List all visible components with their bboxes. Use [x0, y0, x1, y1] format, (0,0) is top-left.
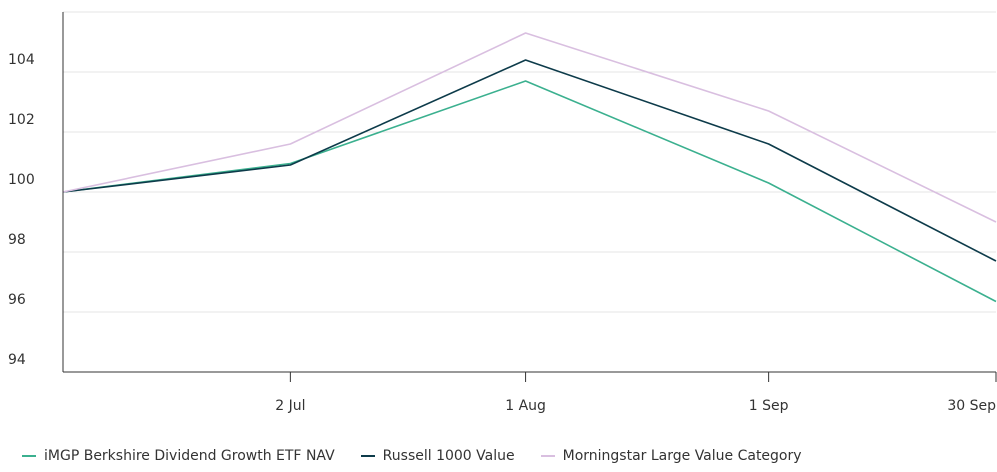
legend-swatch-morningstar-large-value — [540, 455, 555, 457]
axes — [62, 12, 996, 373]
y-axis-tick-labels: 94 96 98 100 102 104 — [8, 52, 35, 368]
y-tick-label-98: 98 — [8, 232, 26, 248]
y-tick-label-94: 94 — [8, 352, 26, 368]
x-tick-label-1: 1 Aug — [505, 398, 546, 414]
x-tick-label-3: 30 Sep — [947, 398, 996, 414]
legend-label-morningstar-large-value: Morningstar Large Value Category — [562, 448, 802, 464]
y-tick-label-102: 102 — [8, 112, 35, 128]
series-line-1[interactable] — [62, 59, 997, 262]
y-tick-label-96: 96 — [8, 292, 26, 308]
legend-swatch-russell-1000-value — [360, 455, 375, 457]
x-tick-label-0: 2 Jul — [275, 398, 305, 414]
legend-item-imgp-nav[interactable]: iMGP Berkshire Dividend Growth ETF NAV — [22, 448, 335, 464]
legend-item-russell-1000-value[interactable]: Russell 1000 Value — [360, 448, 515, 464]
chart-canvas: 94 96 98 100 102 104 2 Jul 1 Aug 1 Sep 30 Sep — [8, 11, 997, 414]
x-axis-ticks: 2 Jul 1 Aug 1 Sep 30 Sep — [275, 372, 997, 414]
legend-swatch-imgp-nav — [22, 455, 36, 457]
chart-legend: iMGP Berkshire Dividend Growth ETF NAV R… — [22, 448, 802, 464]
series-line-0[interactable] — [62, 80, 997, 303]
y-tick-label-100: 100 — [8, 172, 35, 188]
line-chart: 94 96 98 100 102 104 2 Jul 1 Aug 1 Sep 30 Sep — [8, 11, 997, 414]
legend-label-imgp-nav: iMGP Berkshire Dividend Growth ETF NAV — [44, 448, 335, 464]
legend-label-russell-1000-value: Russell 1000 Value — [382, 448, 515, 464]
series-line-2[interactable] — [62, 32, 997, 223]
x-tick-label-2: 1 Sep — [749, 398, 789, 414]
legend-item-morningstar-large-value[interactable]: Morningstar Large Value Category — [540, 448, 802, 464]
series-lines — [62, 32, 997, 303]
grid-lines — [63, 11, 996, 313]
y-tick-label-104: 104 — [8, 52, 35, 68]
